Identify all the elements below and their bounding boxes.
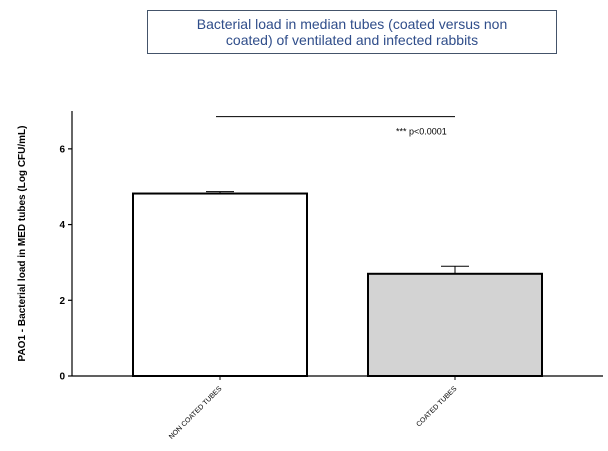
y-axis: 0 2 4 6 xyxy=(59,111,72,383)
y-axis-label: PAO1 - Bacterial load in MED tubes (Log … xyxy=(17,126,28,362)
y-tick-label-2: 4 xyxy=(59,220,65,231)
x-category-label-1: COATED TUBES xyxy=(415,385,458,428)
bar-1 xyxy=(368,274,542,376)
bar-0 xyxy=(133,194,307,376)
y-tick-label-0: 0 xyxy=(59,372,65,383)
y-tick-label-3: 6 xyxy=(59,144,65,155)
significance-label: *** p<0.0001 xyxy=(396,127,447,137)
x-axis: NON COATED TUBES COATED TUBES xyxy=(72,376,603,441)
x-category-label-0: NON COATED TUBES xyxy=(168,385,224,441)
bars xyxy=(133,192,542,376)
y-tick-label-1: 2 xyxy=(59,296,65,307)
significance-annotation: *** p<0.0001 xyxy=(216,117,455,137)
